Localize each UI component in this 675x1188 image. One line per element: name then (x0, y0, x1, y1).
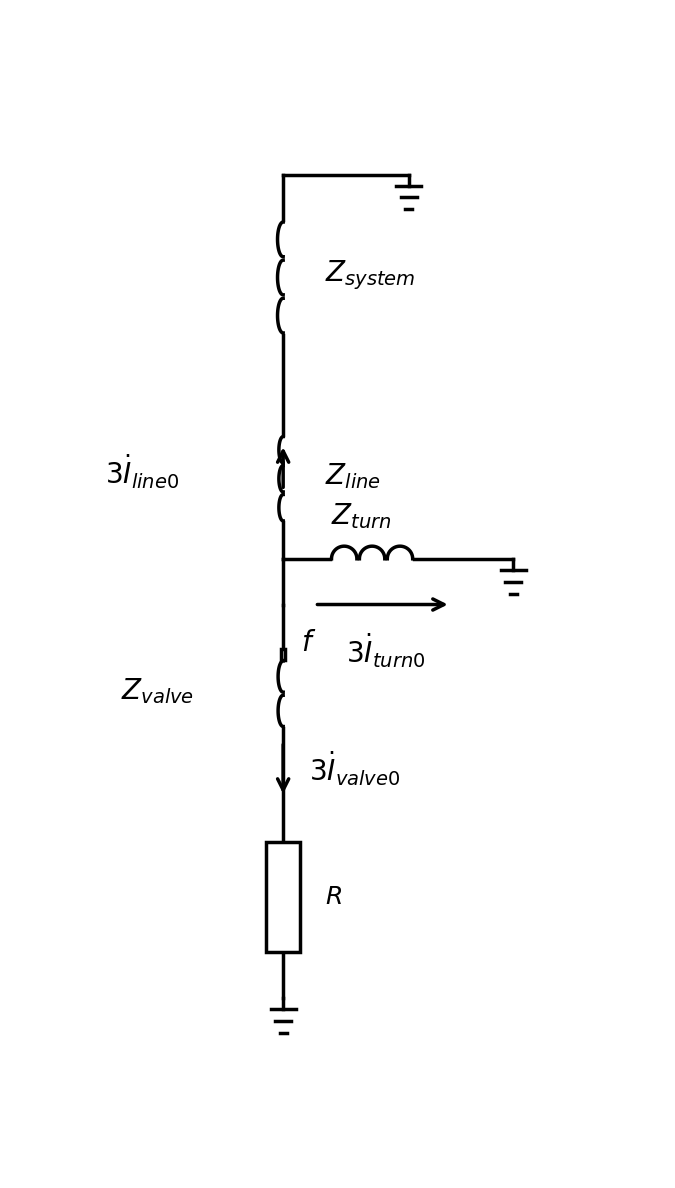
Text: $R$: $R$ (325, 886, 342, 909)
Text: $Z_{valve}$: $Z_{valve}$ (121, 676, 194, 707)
Bar (266, 842, 300, 952)
Text: $Z_{line}$: $Z_{line}$ (325, 462, 381, 492)
Text: $3\dot{I}_{line0}$: $3\dot{I}_{line0}$ (105, 453, 180, 491)
Text: $Z_{system}$: $Z_{system}$ (325, 259, 416, 292)
Text: $Z_{turn}$: $Z_{turn}$ (331, 501, 392, 531)
Text: $3\dot{I}_{turn0}$: $3\dot{I}_{turn0}$ (346, 632, 425, 670)
Text: $3\dot{I}_{valve0}$: $3\dot{I}_{valve0}$ (309, 750, 401, 789)
Bar (281, 650, 285, 661)
Text: $f$: $f$ (302, 631, 317, 657)
